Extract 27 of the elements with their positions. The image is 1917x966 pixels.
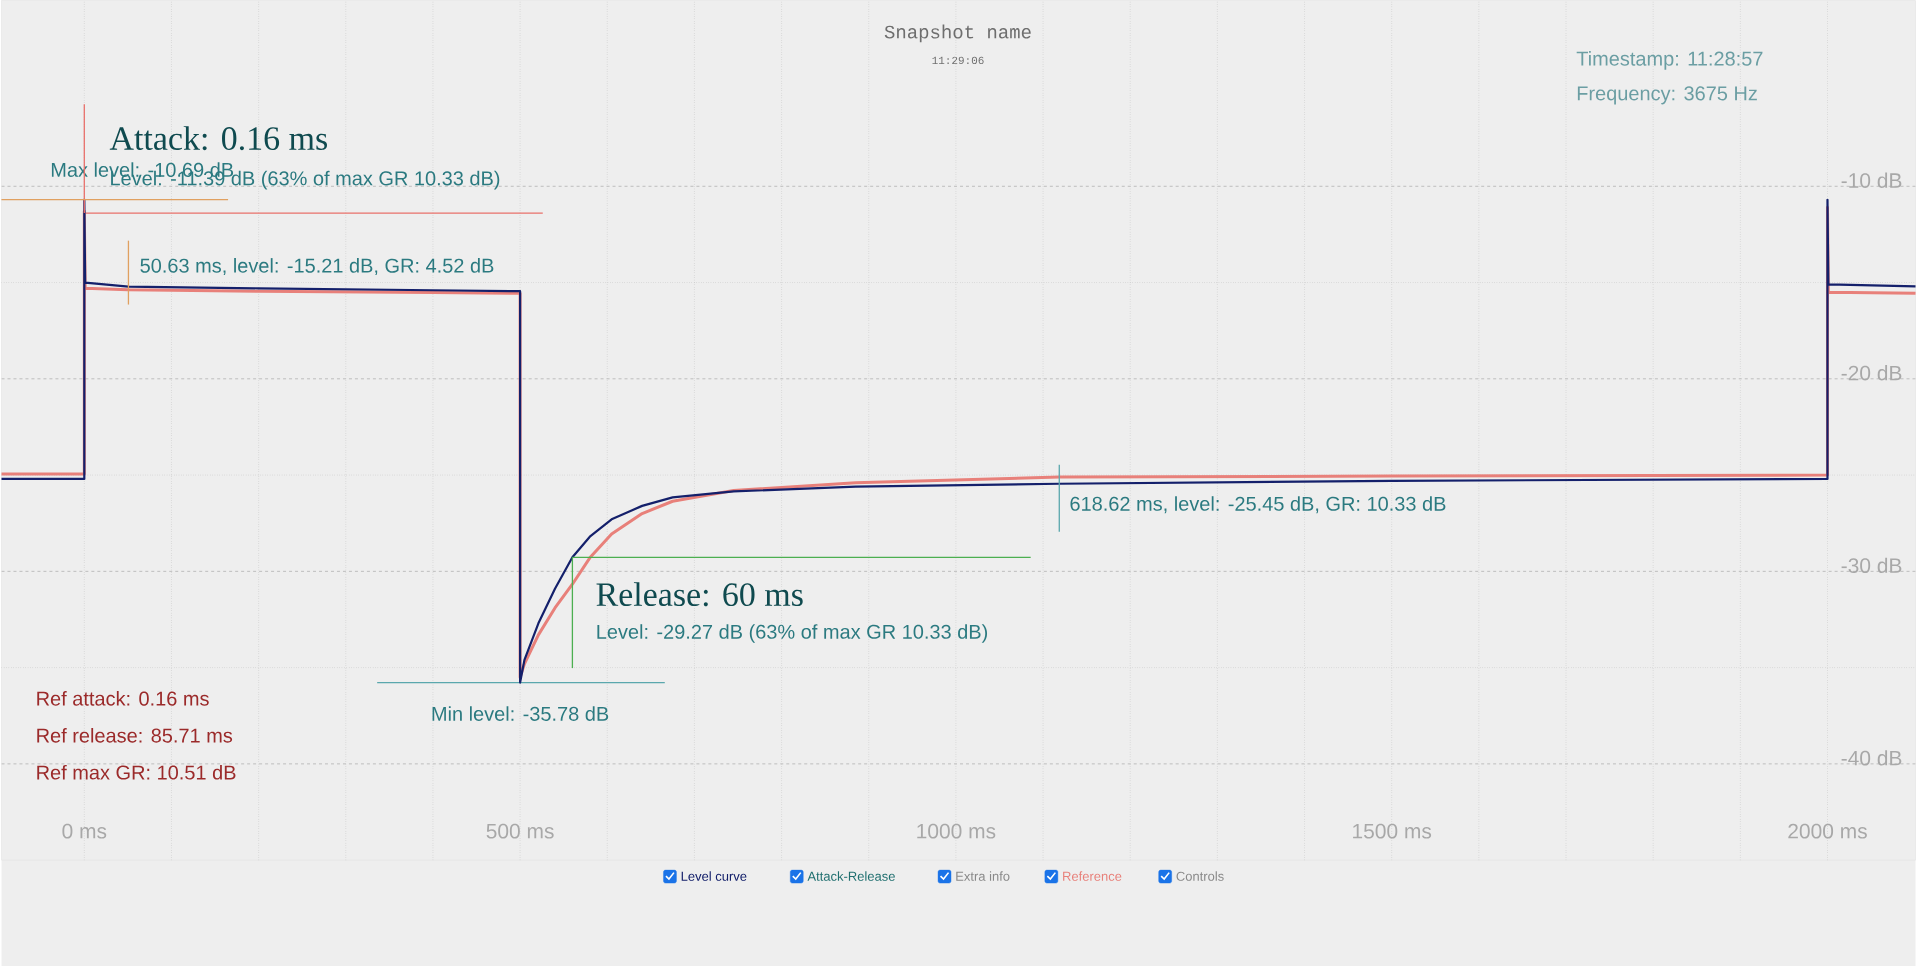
y-tick-label: -10 dB xyxy=(1841,172,1902,188)
y-tick-label: -20 dB xyxy=(1841,365,1902,381)
annotation: 50.63 ms, level: -15.21 dB, GR: 4.52 dB xyxy=(140,258,494,276)
text: Attack-Release xyxy=(807,871,895,881)
x-tick-label: 1000 ms xyxy=(917,823,996,839)
annotation: 618.62 ms, level: -25.45 dB, GR: 10.33 dB xyxy=(1070,496,1446,514)
annotation: Attack: 0.16 ms xyxy=(109,126,327,151)
text: 11:29:06 xyxy=(932,56,984,65)
annotation: Min level: -35.78 dB xyxy=(432,706,609,721)
y-tick-label: -30 dB xyxy=(1841,557,1902,574)
text: Level curve xyxy=(681,871,747,881)
text: Extra info xyxy=(956,871,1010,881)
text: Reference xyxy=(1063,871,1122,881)
x-tick-label: 2000 ms xyxy=(1788,823,1867,839)
text: Snapshot name xyxy=(884,24,1031,43)
annotation: Ref max GR: 10.51 dB xyxy=(37,764,236,780)
annotation: Level: -29.27 dB (63% of max GR 10.33 dB) xyxy=(597,624,988,643)
annotation: Frequency: 3675 Hz xyxy=(1577,86,1757,105)
annotation: Release: 60 ms xyxy=(596,582,803,607)
annotation: Ref attack: 0.16 ms xyxy=(37,691,209,706)
x-tick-label: 0 ms xyxy=(62,823,107,839)
x-tick-label: 1500 ms xyxy=(1353,823,1432,839)
annotation: Timestamp: 11:28:57 xyxy=(1576,51,1763,70)
annotation: Ref release: 85.71 ms xyxy=(37,728,233,743)
text: Controls xyxy=(1176,871,1224,881)
x-tick-label: 500 ms xyxy=(486,823,554,839)
y-tick-label: -40 dB xyxy=(1841,750,1902,766)
